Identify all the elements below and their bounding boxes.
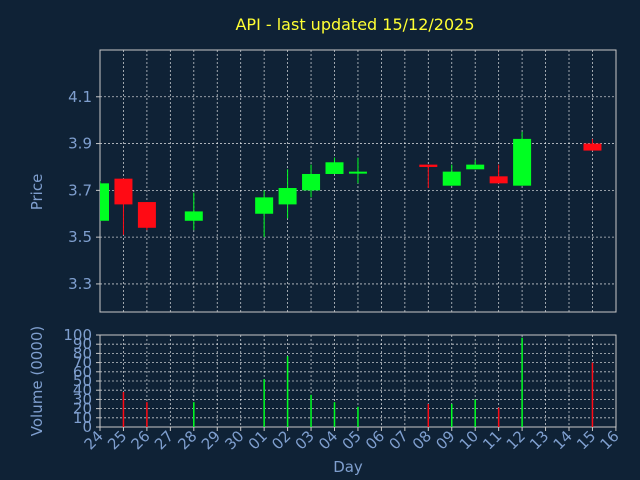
volume-bar bbox=[122, 392, 125, 427]
volume-tick-label: 10 bbox=[73, 409, 92, 427]
volume-bar bbox=[591, 362, 594, 427]
chart-title: API - last updated 15/12/2025 bbox=[235, 15, 474, 34]
volume-bar bbox=[521, 337, 523, 427]
volume-tick-label: 0 bbox=[82, 418, 92, 436]
candle-body bbox=[278, 188, 297, 205]
candle-body bbox=[325, 162, 344, 174]
volume-bar bbox=[474, 399, 476, 427]
candle-body bbox=[137, 202, 156, 228]
volume-bar bbox=[263, 379, 265, 427]
candle-body bbox=[348, 171, 367, 174]
volume-bar bbox=[427, 404, 430, 427]
volume-tick-label: 20 bbox=[73, 400, 92, 418]
price-tick-label: 4.1 bbox=[68, 88, 92, 106]
volume-bar bbox=[193, 402, 195, 427]
volume-tick-label: 40 bbox=[73, 381, 92, 399]
volume-tick-label: 90 bbox=[73, 335, 92, 353]
candle-body bbox=[513, 138, 532, 186]
price-tick-label: 3.7 bbox=[68, 181, 92, 199]
volume-tick-label: 50 bbox=[73, 372, 92, 390]
candle-body bbox=[466, 164, 485, 170]
volume-tick-label: 80 bbox=[73, 344, 92, 362]
volume-axis-label: Volume (0000) bbox=[28, 326, 46, 436]
volume-bar bbox=[286, 356, 289, 427]
volume-bar bbox=[497, 407, 500, 427]
candle-body bbox=[255, 197, 274, 214]
volume-tick-label: 100 bbox=[63, 326, 92, 344]
price-tick-label: 3.5 bbox=[68, 228, 92, 246]
volume-tick-label: 30 bbox=[73, 390, 92, 408]
candle-body bbox=[419, 164, 438, 167]
volume-bar bbox=[357, 406, 359, 427]
volume-bar bbox=[310, 394, 312, 427]
price-axis-label: Price bbox=[28, 174, 46, 211]
volume-bar bbox=[146, 402, 148, 427]
candle-body bbox=[302, 173, 321, 191]
candle-body bbox=[489, 176, 508, 184]
candle-body bbox=[442, 171, 461, 186]
volume-bar bbox=[451, 404, 453, 427]
volume-tick-label: 70 bbox=[73, 354, 92, 372]
candle-body bbox=[184, 211, 203, 221]
price-tick-label: 3.9 bbox=[68, 135, 92, 153]
price-tick-label: 3.3 bbox=[68, 275, 92, 293]
volume-tick-label: 60 bbox=[73, 363, 92, 381]
day-axis-label: Day bbox=[333, 458, 363, 476]
candle-body bbox=[100, 183, 109, 221]
candle-body bbox=[583, 143, 602, 151]
volume-bar bbox=[333, 402, 336, 427]
candle-body bbox=[114, 178, 133, 205]
candles-group bbox=[100, 131, 602, 238]
